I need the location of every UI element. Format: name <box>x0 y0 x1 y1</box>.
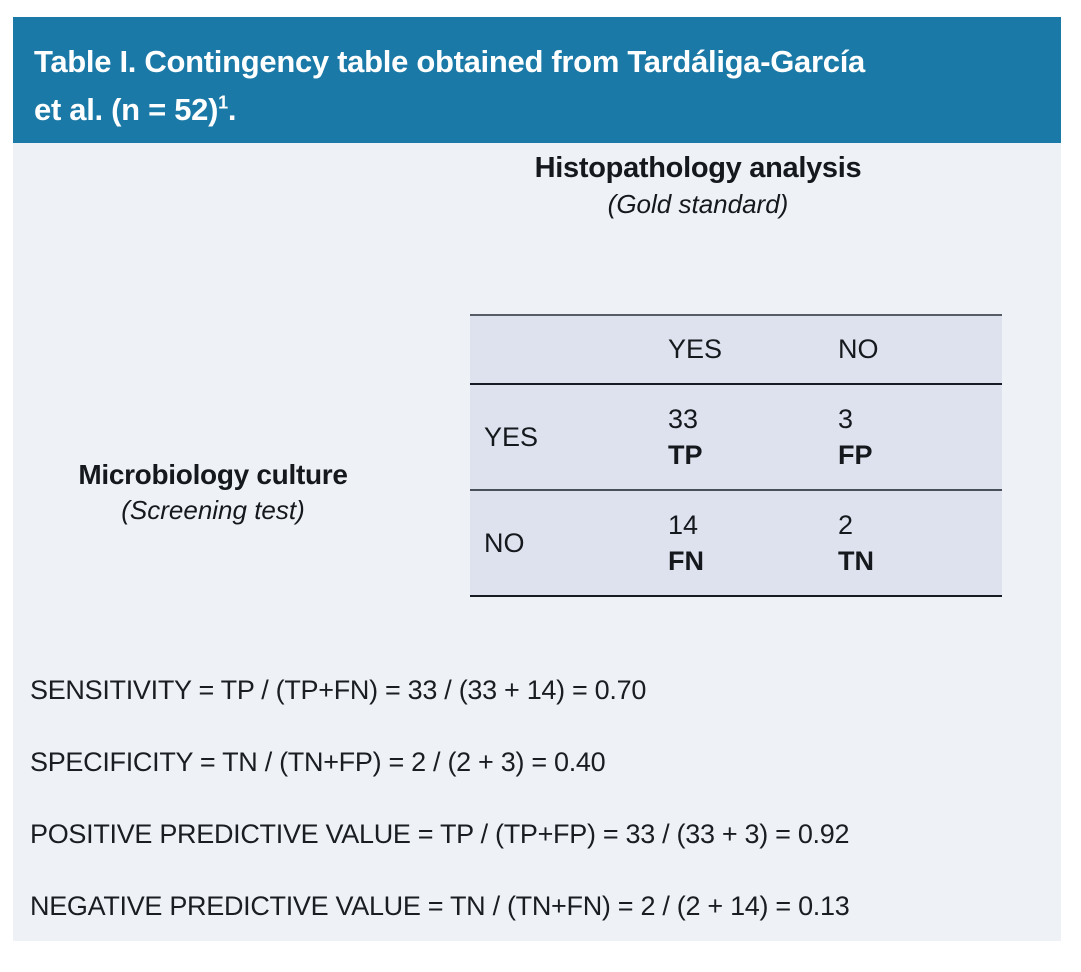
column-axis-subtitle: (Gold standard) <box>607 189 789 219</box>
sensitivity-formula: SENSITIVITY = TP / (TP+FN) = 33 / (33 + … <box>30 675 647 705</box>
table-figure-card: Table I. Contingency table obtained from… <box>13 17 1061 941</box>
tn-count: 2 <box>838 510 854 540</box>
column-header-yes: YES <box>668 334 723 364</box>
cell-true-negative: 2 TN <box>810 490 1002 596</box>
tp-code: TP <box>668 440 703 470</box>
cell-false-negative: 14 FN <box>640 490 810 596</box>
row-label-yes: YES <box>484 421 539 452</box>
column-header-no: NO <box>838 334 879 364</box>
corner-cell <box>470 315 640 384</box>
contingency-table: YES NO YES 33 TP 3 FP NO 14 FN 2 TN <box>470 314 1002 597</box>
tp-count: 33 <box>668 404 699 434</box>
table-title-banner: Table I. Contingency table obtained from… <box>13 17 1061 143</box>
column-axis-heading: Histopathology analysis (Gold standard) <box>373 149 1023 221</box>
fn-code: FN <box>668 546 704 576</box>
row-axis-title: Microbiology culture <box>78 459 348 490</box>
table-row: NO 14 FN 2 TN <box>470 490 1002 596</box>
fn-count: 14 <box>668 510 699 540</box>
formulas-block: SENSITIVITY = TP / (TP+FN) = 33 / (33 + … <box>30 674 1050 962</box>
specificity-formula: SPECIFICITY = TN / (TN+FP) = 2 / (2 + 3)… <box>30 747 606 777</box>
table-title-suffix: . <box>227 92 237 127</box>
fp-count: 3 <box>838 404 854 434</box>
tn-code: TN <box>838 546 874 576</box>
table-title: Table I. Contingency table obtained from… <box>34 38 1031 134</box>
fp-code: FP <box>838 440 873 470</box>
row-axis-heading: Microbiology culture (Screening test) <box>13 457 413 527</box>
cell-false-positive: 3 FP <box>810 384 1002 490</box>
table-title-line1: Table I. Contingency table obtained from… <box>34 44 865 79</box>
row-label-no: NO <box>484 527 525 558</box>
table-header-row: YES NO <box>470 315 1002 384</box>
row-axis-subtitle: (Screening test) <box>121 495 305 525</box>
reference-superscript: 1 <box>218 92 228 113</box>
table-row: YES 33 TP 3 FP <box>470 384 1002 490</box>
column-axis-title: Histopathology analysis <box>534 152 862 184</box>
table-title-line2: et al. (n = 52) <box>34 92 219 127</box>
positive-predictive-value-formula: POSITIVE PREDICTIVE VALUE = TP / (TP+FP)… <box>30 819 850 849</box>
cell-true-positive: 33 TP <box>640 384 810 490</box>
negative-predictive-value-formula: NEGATIVE PREDICTIVE VALUE = TN / (TN+FN)… <box>30 891 850 921</box>
